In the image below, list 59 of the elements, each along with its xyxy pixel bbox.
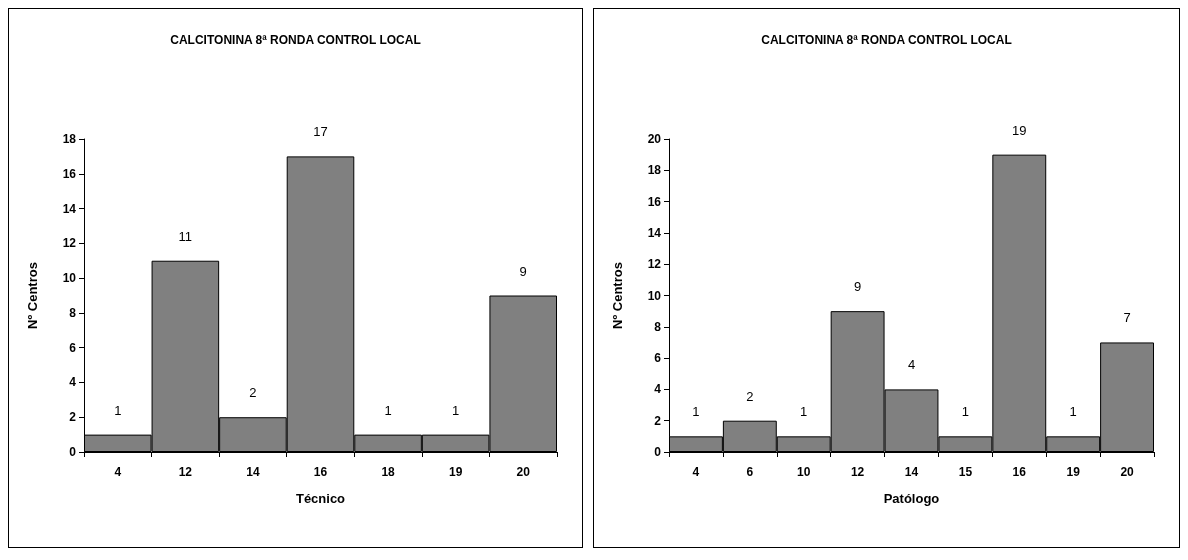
x-tick-label: 16 xyxy=(1012,465,1027,479)
y-tick-label: 0 xyxy=(69,445,77,459)
y-tick-label: 12 xyxy=(647,257,662,272)
y-tick-label: 14 xyxy=(62,201,77,216)
y-tick-label: 4 xyxy=(69,375,77,390)
y-tick-label: 8 xyxy=(69,305,77,320)
x-tick-label: 20 xyxy=(1120,465,1135,479)
data-label: 1 xyxy=(692,404,700,420)
y-axis-title: Nº Centros xyxy=(25,262,40,329)
data-label: 1 xyxy=(1069,404,1077,420)
x-tick-label: 12 xyxy=(850,465,865,479)
y-tick-label: 2 xyxy=(69,410,77,425)
y-tick-label: 18 xyxy=(62,132,77,146)
y-tick-label: 20 xyxy=(647,132,662,146)
y-tick-label: 14 xyxy=(647,225,662,240)
data-label: 1 xyxy=(800,404,808,420)
data-label: 1 xyxy=(114,402,122,418)
x-tick-label: 19 xyxy=(448,465,463,479)
data-label: 1 xyxy=(384,402,392,418)
data-label: 9 xyxy=(853,279,862,295)
y-tick-label: 2 xyxy=(654,413,662,428)
x-tick-label: 12 xyxy=(178,465,193,479)
data-label: 1 xyxy=(961,404,970,420)
x-tick-label: 14 xyxy=(904,465,919,479)
y-tick-label: 4 xyxy=(654,382,662,397)
y-axis-title: Nº Centros xyxy=(610,262,625,329)
y-tick-label: 6 xyxy=(69,340,77,355)
data-label: 1 xyxy=(452,402,460,418)
data-label: 2 xyxy=(746,388,754,404)
x-tick-label: 4 xyxy=(692,465,700,479)
y-tick-label: 0 xyxy=(654,445,662,459)
y-tick-label: 12 xyxy=(62,236,77,251)
x-tick-label: 16 xyxy=(313,465,328,479)
x-tick-label: 14 xyxy=(246,465,260,479)
data-label: 7 xyxy=(1123,310,1131,326)
x-tick-label: 19 xyxy=(1066,465,1081,479)
data-label: 17 xyxy=(313,124,328,140)
y-tick-label: 8 xyxy=(654,319,662,334)
chart-title: CALCITONINA 8ª RONDA CONTROL LOCAL xyxy=(761,33,1012,47)
y-tick-label: 16 xyxy=(647,194,662,209)
x-tick-label: 15 xyxy=(958,465,973,479)
chart-title: CALCITONINA 8ª RONDA CONTROL LOCAL xyxy=(170,33,421,47)
x-axis-title: Técnico xyxy=(295,491,346,506)
y-tick-label: 18 xyxy=(647,163,662,178)
data-label: 4 xyxy=(907,357,916,373)
x-tick-label: 4 xyxy=(114,465,122,479)
data-label: 2 xyxy=(249,385,257,401)
x-axis-title: Patólogo xyxy=(883,491,940,506)
data-label: 11 xyxy=(178,228,193,244)
y-tick-label: 10 xyxy=(62,271,77,286)
y-tick-label: 6 xyxy=(654,351,662,366)
data-label: 19 xyxy=(1012,122,1027,138)
x-tick-label: 20 xyxy=(516,465,531,479)
y-tick-label: 16 xyxy=(62,166,77,181)
x-tick-label: 10 xyxy=(797,465,811,479)
x-tick-label: 18 xyxy=(381,465,396,479)
x-tick-label: 6 xyxy=(746,465,754,479)
data-label: 9 xyxy=(519,263,527,279)
y-tick-label: 10 xyxy=(647,288,662,303)
